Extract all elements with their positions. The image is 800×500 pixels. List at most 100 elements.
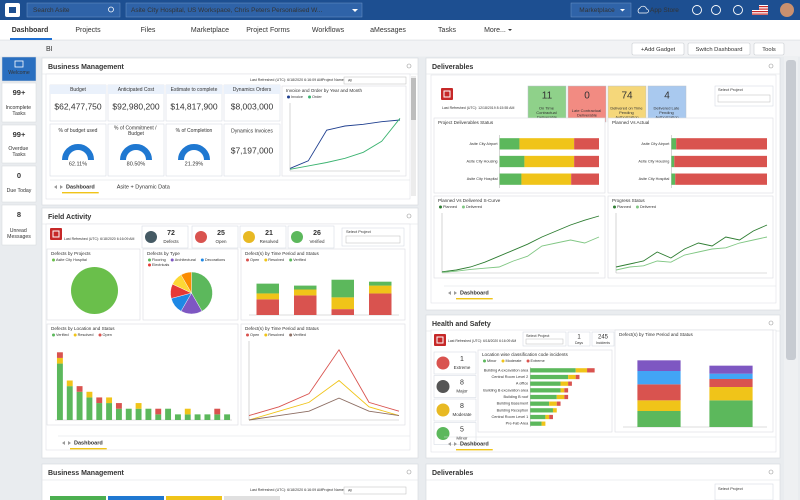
sidebar-tile[interactable] <box>1 82 37 123</box>
stat-label: Late Contractual Deliverable <box>572 108 602 118</box>
bar-segment <box>56 357 63 364</box>
toolbar-button-label: +Add Gadget <box>641 47 676 53</box>
gauge-label: % of Commitment / Budget <box>114 126 158 138</box>
row-label: Building Reception <box>497 408 529 412</box>
bar-segment <box>637 384 681 401</box>
bar-segment <box>575 374 580 380</box>
tab[interactable]: Dashboard <box>74 440 103 446</box>
stat-card <box>141 225 189 249</box>
legend-label: Electricals <box>152 263 169 267</box>
marketplace-button[interactable] <box>570 2 632 18</box>
legend-label: Minor <box>487 359 497 363</box>
row-label: Asite City Hospital <box>639 177 670 181</box>
user-avatar[interactable] <box>780 3 794 17</box>
bar-segment <box>637 400 681 411</box>
select-value: All <box>348 78 352 82</box>
kpi-strip <box>224 496 280 500</box>
legend-label: Extreme <box>531 359 545 363</box>
stat-label: Extreme <box>454 365 471 370</box>
project-select[interactable] <box>525 338 564 345</box>
app-store-link[interactable]: App Store <box>650 7 679 14</box>
tab[interactable]: Dashboard <box>66 184 95 190</box>
text-line: Incomplete <box>6 106 33 112</box>
bar-segment <box>294 285 317 290</box>
bar-segment <box>214 408 221 415</box>
tab[interactable]: Asite + Dynamic Data <box>117 184 171 190</box>
panel-menu-icon[interactable] <box>406 469 412 475</box>
text-line: Unread <box>10 229 28 235</box>
panel-menu-icon[interactable] <box>406 63 412 69</box>
toolbar-icon[interactable] <box>692 5 702 15</box>
sidebar-tile[interactable] <box>1 165 37 203</box>
tab[interactable]: Dashboard <box>460 290 489 296</box>
bar-segment <box>568 374 576 380</box>
panel-menu-icon[interactable] <box>406 213 412 219</box>
bar-segment <box>560 381 569 386</box>
legend-swatch <box>264 258 268 262</box>
bar-segment <box>256 283 279 294</box>
nav-item[interactable]: Tasks <box>438 27 456 34</box>
workspace-selector[interactable] <box>125 2 363 18</box>
legend-label: Delivered <box>640 205 656 209</box>
stat-label: Major <box>456 389 468 394</box>
page-scroll-thumb[interactable] <box>786 60 796 360</box>
project-select[interactable] <box>345 235 401 244</box>
stat-label: Delivered Late Pending Authorization <box>654 106 681 120</box>
project-select[interactable] <box>717 94 771 103</box>
gauge-arc <box>62 144 94 161</box>
stat-value: 8 <box>460 403 464 410</box>
sidebar-tile[interactable] <box>1 204 37 246</box>
bar-segment <box>530 381 561 386</box>
bar-segment <box>564 388 569 393</box>
legend-label: Flooring <box>152 258 166 262</box>
nav-item[interactable]: Files <box>141 27 156 34</box>
project-select[interactable] <box>343 486 407 495</box>
nav-item[interactable]: Projects <box>75 27 101 34</box>
text-line: Deliverable <box>537 115 558 120</box>
panel-menu-icon[interactable] <box>768 63 774 69</box>
tab[interactable]: Dashboard <box>460 441 489 447</box>
nav-item[interactable]: Project Forms <box>246 27 290 34</box>
toolbar-button[interactable] <box>631 42 685 56</box>
project-select[interactable] <box>343 76 407 85</box>
bar-segment <box>637 371 681 385</box>
bar-segment <box>174 414 181 420</box>
flag-icon[interactable] <box>752 5 768 15</box>
sidebar-count: 99+ <box>13 88 26 97</box>
nav-item[interactable]: More... <box>484 27 506 34</box>
toolbar-icon[interactable] <box>711 5 721 15</box>
dropdown-caret <box>620 9 625 12</box>
series-line <box>248 397 400 421</box>
text-line: Overdue <box>8 147 29 153</box>
counter-label: Incidents <box>596 341 610 345</box>
kpi-strip <box>50 496 106 500</box>
stat-value: 25 <box>217 230 225 237</box>
sidebar-tile[interactable] <box>1 124 37 164</box>
bar-segment <box>56 363 63 420</box>
nav-item[interactable]: Workflows <box>312 27 345 34</box>
panel-menu-icon[interactable] <box>768 469 774 475</box>
bar-segment <box>135 403 142 409</box>
marketplace-label: Marketplace <box>579 7 615 14</box>
nav-item[interactable]: Marketplace <box>191 27 229 34</box>
sidebar-count: 8 <box>17 210 21 219</box>
bar-segment <box>155 414 162 420</box>
bar-segment <box>66 386 73 420</box>
chart-card <box>281 85 407 177</box>
toolbar-button[interactable] <box>753 42 785 56</box>
toolbar-button[interactable] <box>687 42 751 56</box>
flag-stripe <box>752 11 768 13</box>
panel-menu-icon[interactable] <box>768 320 774 326</box>
legend-label: Resolved <box>268 333 284 337</box>
nav-item[interactable]: Dashboard <box>12 27 49 34</box>
nav-item[interactable]: aMessages <box>370 27 406 34</box>
bar-segment <box>519 138 575 150</box>
sidebar-tile[interactable] <box>1 56 37 82</box>
module-logo <box>441 88 453 100</box>
series-line <box>248 348 400 417</box>
toolbar-icon[interactable] <box>733 5 743 15</box>
gauge-label: % of Completion <box>176 128 213 134</box>
kpi-label: Dynamics Orders <box>233 87 272 93</box>
panel-title: Deliverables <box>432 64 473 71</box>
search-box[interactable] <box>26 2 121 18</box>
